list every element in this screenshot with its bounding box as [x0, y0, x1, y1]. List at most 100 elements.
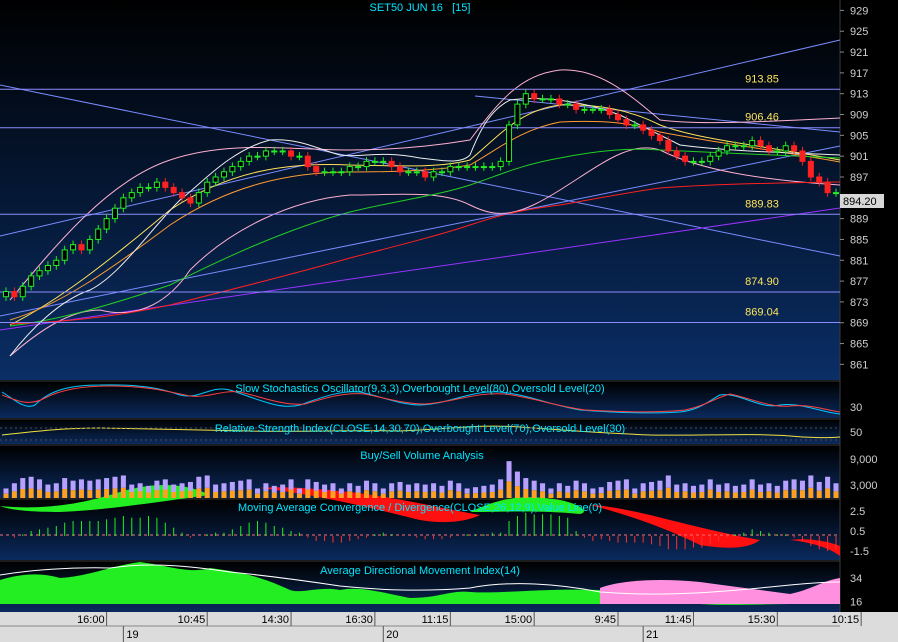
volume-bar-buy [615, 490, 621, 498]
candle-body [447, 166, 454, 173]
stoch-d [1, 385, 841, 413]
volume-bar-buy [11, 491, 17, 498]
price-tick-label: 921 [850, 47, 868, 59]
macd-tick-label: 0.5 [850, 526, 865, 538]
candle-body [497, 160, 504, 168]
volume-bar-sell [37, 479, 43, 490]
volume-bar-sell [623, 479, 629, 490]
chart-title: SET50 JUN 16 [15] [370, 2, 471, 14]
candle-body [262, 150, 269, 157]
candle-body [313, 166, 320, 173]
candle-body [338, 171, 345, 174]
candle-body [665, 140, 672, 152]
volume-bar-buy [389, 491, 395, 498]
volume-bar-sell [78, 479, 84, 490]
volume-bar-buy [447, 490, 453, 498]
stochastic-panel-bg [0, 382, 840, 418]
volume-bar-sell [548, 488, 554, 494]
volume-bar-sell [732, 485, 738, 493]
candle-body [229, 166, 236, 173]
volume-bar-sell [3, 488, 9, 494]
stoch-k [1, 384, 841, 415]
candle-body [807, 160, 814, 178]
level-label: 889.83 [745, 198, 779, 210]
volume-bar-sell [171, 484, 177, 492]
candle-body [170, 186, 177, 194]
volume-bar-buy [833, 491, 839, 498]
volume-bar-buy [741, 491, 747, 498]
candle-body [397, 166, 404, 173]
candle-body [254, 155, 261, 158]
volume-bar-buy [540, 491, 546, 498]
candle-body [514, 103, 521, 126]
price-tick-label: 909 [850, 110, 868, 122]
volume-bar-buy [682, 491, 688, 498]
candle-body [279, 150, 286, 153]
volume-bar-sell [196, 476, 202, 489]
candle-body [137, 186, 144, 194]
time-tick-label: 14:30 [262, 614, 290, 626]
volume-bar-sell [833, 483, 839, 492]
volume-bar-buy [414, 491, 420, 498]
volume-bar-buy [774, 492, 780, 498]
volume-bar-buy [263, 491, 269, 498]
volume-bar-buy [338, 493, 344, 498]
price-tick-label: 869 [850, 318, 868, 330]
candle-body [120, 197, 127, 209]
volume-bar-sell [447, 480, 453, 491]
volume-bar-buy [548, 493, 554, 498]
candle-body [187, 197, 194, 204]
volume-bar-buy [45, 491, 51, 498]
volume-bar-buy [690, 492, 696, 498]
volume-bar-buy [489, 491, 495, 498]
volume-bar-buy [808, 487, 814, 498]
candle-body [103, 218, 110, 230]
volume-bar-buy [129, 491, 135, 498]
volume-bar-buy [799, 490, 805, 498]
candle-body [28, 275, 35, 287]
volume-bar-sell [649, 481, 655, 491]
volume-bar-sell [296, 488, 302, 494]
volume-bar-sell [565, 485, 571, 493]
candle-body [573, 103, 580, 110]
candle-body [304, 155, 311, 168]
volume-bar-sell [372, 483, 378, 492]
volume-bar-sell [363, 480, 370, 491]
volume-bar-sell [389, 483, 395, 492]
volume-bar-buy [104, 489, 110, 498]
volume-bar-buy [716, 491, 722, 498]
day-label: 20 [386, 629, 398, 641]
volume-bar-buy [78, 489, 84, 498]
candle-body [405, 171, 412, 174]
volume-bar-sell [246, 479, 252, 490]
adx-plus-di-area [0, 562, 840, 605]
time-axis-bg [0, 612, 898, 642]
candle-body [615, 114, 622, 121]
candle-body [539, 98, 546, 101]
time-tick-label: 11:15 [422, 614, 449, 626]
candle-body [288, 150, 295, 157]
volume-bar-sell [581, 483, 587, 492]
volume-bar-sell [62, 478, 68, 490]
rsi-tick-label: 50 [850, 427, 862, 439]
price-tick-label: 873 [850, 297, 868, 309]
candle-body [145, 186, 152, 189]
volume-bar-sell [481, 485, 487, 493]
volume-bar-buy [87, 490, 93, 498]
volume-bar-buy [565, 492, 571, 498]
time-tick-label: 10:45 [178, 614, 206, 626]
price-tick-label: 881 [850, 255, 868, 267]
volume-bar-buy [556, 491, 562, 498]
volume-bar-sell [263, 483, 269, 492]
volume-bar-sell [70, 480, 76, 491]
volume-bar-buy [62, 489, 68, 498]
adx-title: Average Directional Movement Index(14) [320, 565, 520, 577]
volume-bar-sell [45, 484, 51, 492]
volume-bar-sell [758, 484, 764, 492]
volume-bar-buy [657, 490, 663, 498]
candle-body [690, 160, 697, 163]
volume-bar-sell [179, 483, 185, 492]
price-tick-label: 897 [850, 172, 868, 184]
volume-bar-buy [20, 489, 26, 498]
volume-bar-sell [774, 485, 780, 493]
